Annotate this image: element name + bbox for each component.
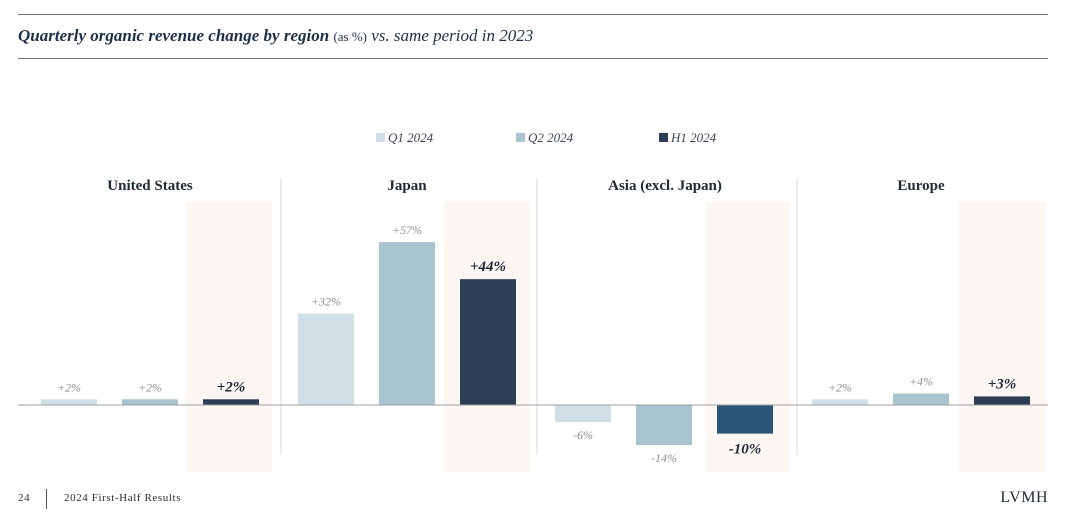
legend-swatch — [376, 133, 385, 142]
bar — [379, 241, 435, 405]
data-label: +44% — [470, 259, 506, 275]
bar — [893, 393, 949, 405]
legend-label: Q1 2024 — [388, 130, 434, 145]
data-label: +2% — [217, 379, 246, 395]
data-label: +2% — [57, 380, 81, 394]
bar — [717, 405, 773, 434]
bar — [122, 399, 178, 405]
data-label: +2% — [828, 380, 852, 394]
title-rest: vs. same period in 2023 — [371, 26, 534, 45]
legend-swatch — [516, 133, 525, 142]
data-label: -14% — [651, 451, 677, 465]
bar — [555, 405, 611, 423]
data-label: -10% — [729, 442, 762, 458]
data-label: +4% — [909, 375, 933, 389]
bar — [203, 399, 259, 405]
bar — [41, 399, 97, 405]
data-label: +2% — [138, 380, 162, 394]
data-label: +32% — [311, 294, 341, 308]
region-title: Europe — [897, 178, 945, 194]
bar — [636, 405, 692, 446]
footer-separator — [46, 489, 47, 509]
bar — [460, 279, 516, 405]
h1-highlight-column — [186, 202, 272, 472]
top-rule — [18, 14, 1048, 15]
h1-highlight-column — [959, 202, 1046, 472]
region-title: Japan — [387, 178, 427, 194]
bar — [812, 399, 868, 405]
brand-logo: LVMH — [1000, 489, 1048, 506]
legend-swatch — [659, 133, 668, 142]
chart-title: Quarterly organic revenue change by regi… — [18, 26, 533, 46]
bar — [974, 396, 1030, 405]
legend-label: Q2 2024 — [528, 130, 574, 145]
title-main: Quarterly organic revenue change by regi… — [18, 26, 330, 45]
data-label: +57% — [392, 223, 422, 237]
footer-caption: 2024 First-Half Results — [64, 492, 182, 504]
data-label: +3% — [988, 376, 1017, 392]
bar-chart: Q1 2024 Q2 2024 H1 2024 United States Japan A… — [18, 130, 1048, 472]
bar — [298, 313, 354, 405]
region-title: Asia (excl. Japan) — [608, 178, 722, 194]
data-label: -6% — [573, 428, 593, 442]
legend-label: H1 2024 — [670, 130, 717, 145]
region-title: United States — [107, 178, 193, 194]
title-unit: (as %) — [333, 29, 368, 44]
page-number: 24 — [18, 492, 31, 504]
title-underline — [18, 58, 1048, 59]
